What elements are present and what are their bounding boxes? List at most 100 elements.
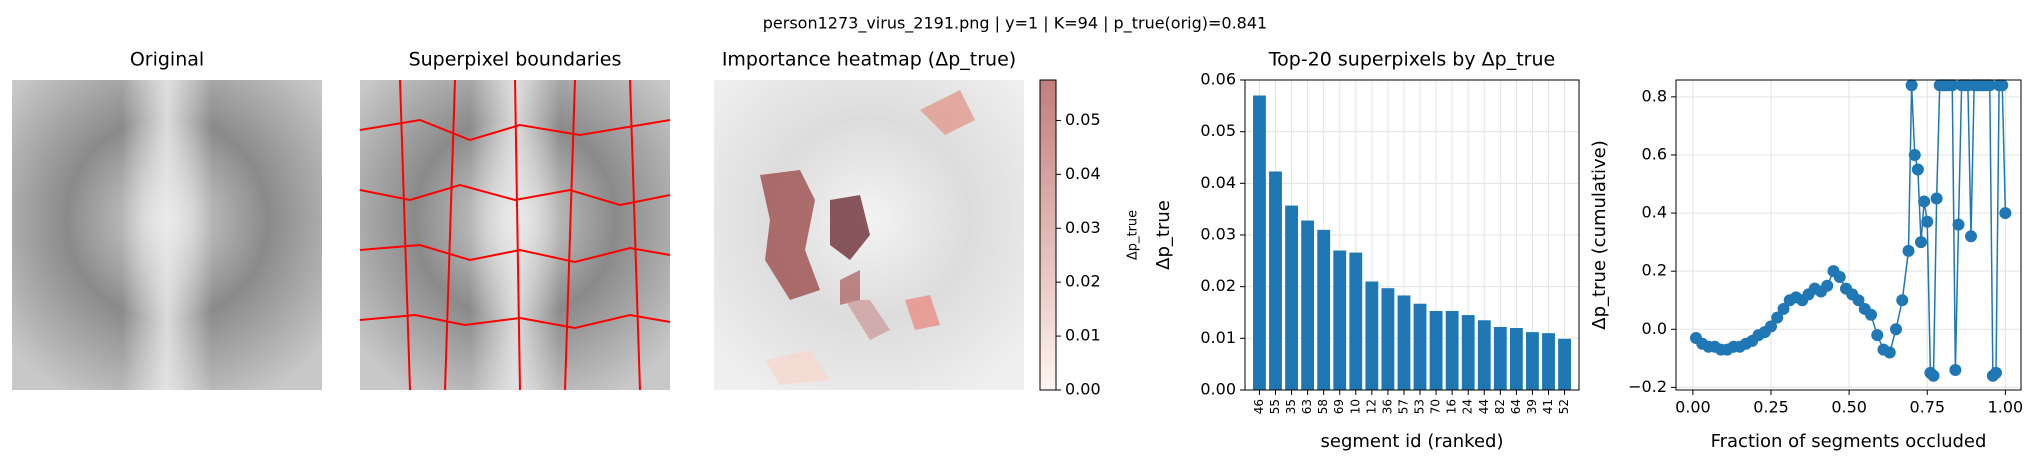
bar <box>1526 332 1539 390</box>
panel-title: Superpixel boundaries <box>409 49 622 71</box>
colorbar-tick-label: 0.04 <box>1065 164 1101 183</box>
y-tick-label: 0.05 <box>1200 121 1236 140</box>
superpixel-boundaries <box>359 79 671 391</box>
bar <box>1285 205 1298 390</box>
point <box>1983 79 1996 92</box>
x-axis-label: segment id (ranked) <box>1321 431 1504 452</box>
y-tick-label: −0.2 <box>1628 377 1667 396</box>
x-tick-label: 53 <box>1413 399 1427 414</box>
point <box>1765 320 1777 333</box>
point <box>1896 294 1909 307</box>
y-tick-label: 0.4 <box>1642 203 1667 222</box>
original-image <box>12 80 322 390</box>
colorbar-tick-label: 0.05 <box>1065 110 1101 129</box>
y-tick-label: 0.8 <box>1642 86 1667 105</box>
point <box>1883 346 1896 359</box>
axes-frame <box>1675 79 2022 391</box>
y-tick-label: 0.02 <box>1200 276 1236 295</box>
y-axis-label: Δp_true <box>1153 200 1174 270</box>
bar <box>1461 315 1475 390</box>
colorbar-label: Δp_true <box>1126 210 1141 260</box>
point <box>1902 244 1915 257</box>
x-tick-label: 70 <box>1429 399 1443 414</box>
x-tick-label: 0.00 <box>1675 398 1711 417</box>
x-tick-label: 0.75 <box>1909 398 1945 417</box>
point <box>1952 218 1965 231</box>
x-tick-label: 46 <box>1252 399 1266 414</box>
colorbar-tick-label: 0.03 <box>1065 218 1101 237</box>
x-tick-label: 10 <box>1348 399 1362 414</box>
line-chart: −0.2 0.0 0.2 0.4 0.6 0.8 0.00 0.25 0.50 0.75 1.00F… <box>1589 79 2023 452</box>
bar-chart: Top-20 superpixels by Δp_true 0.00 0.01 0.0… <box>1153 49 1580 452</box>
point <box>1930 192 1943 205</box>
x-tick-label: 35 <box>1284 399 1298 414</box>
point <box>1771 311 1784 324</box>
y-tick-label: 0.06 <box>1200 70 1236 89</box>
y-axis-label: Δp_true (cumulative) <box>1589 140 1610 330</box>
x-tick-label: 39 <box>1525 399 1539 414</box>
bar <box>1365 281 1379 390</box>
point <box>1915 236 1927 249</box>
bar <box>1509 328 1523 390</box>
bar <box>1301 220 1315 390</box>
point <box>1833 270 1846 283</box>
point <box>1949 363 1962 376</box>
bar <box>1445 310 1459 390</box>
point <box>1921 215 1934 228</box>
y-tick-label: 0.00 <box>1200 380 1236 399</box>
x-tick-label: 44 <box>1477 399 1491 414</box>
x-tick-label: 57 <box>1396 399 1410 414</box>
point <box>1905 79 1918 92</box>
colorbar: 0.00 0.01 0.02 0.03 0.04 0.05 Δp_true <box>1039 79 1141 399</box>
point <box>1865 308 1877 321</box>
point <box>1965 230 1977 243</box>
bar <box>1349 252 1363 390</box>
bar <box>1269 171 1282 390</box>
x-tick-label: 36 <box>1380 399 1394 414</box>
x-tick-label: 69 <box>1332 399 1346 414</box>
bar <box>1413 303 1427 390</box>
point <box>1908 148 1921 161</box>
superpixel-image <box>359 79 671 391</box>
x-tick-label: 0.50 <box>1831 398 1867 417</box>
x-tick-label: 0.25 <box>1753 398 1789 417</box>
colorbar-tick-label: 0.02 <box>1065 272 1101 291</box>
point <box>1946 79 1959 92</box>
bar <box>1477 320 1491 390</box>
bar <box>1253 95 1266 390</box>
y-tick-label: 0.0 <box>1642 319 1667 338</box>
point <box>1990 366 2002 379</box>
colorbar-tick-label: 0.00 <box>1065 380 1101 399</box>
bar <box>1333 250 1347 390</box>
axes-frame <box>1244 79 1580 391</box>
x-tick-label: 55 <box>1268 399 1282 414</box>
x-tick-label: 41 <box>1541 399 1555 414</box>
point <box>1821 279 1834 292</box>
x-tick-label: 82 <box>1493 399 1507 414</box>
x-tick-label: 24 <box>1461 399 1475 414</box>
bar <box>1429 310 1443 390</box>
y-tick-label: 0.01 <box>1200 328 1236 347</box>
x-tick-label: 12 <box>1364 399 1378 414</box>
colorbar-tick-label: 0.01 <box>1065 326 1101 345</box>
point <box>1999 207 2012 220</box>
bar <box>1317 229 1331 390</box>
suptitle: person1273_virus_2191.png | y=1 | K=94 |… <box>763 14 1267 34</box>
bar <box>1558 338 1571 390</box>
bar <box>1493 326 1507 390</box>
x-tick-label: 63 <box>1300 399 1314 414</box>
panel-title: Original <box>130 49 204 71</box>
point <box>1918 195 1931 208</box>
y-tick-label: 0.04 <box>1200 173 1236 192</box>
y-tick-label: 0.03 <box>1200 225 1236 244</box>
chart-title: Top-20 superpixels by Δp_true <box>1268 49 1555 71</box>
point <box>1890 323 1902 336</box>
bar <box>1381 288 1395 390</box>
point <box>1927 369 1940 382</box>
x-tick-label: 52 <box>1557 399 1571 414</box>
point <box>1996 79 2009 92</box>
bar <box>1397 295 1411 390</box>
colorbar-fill <box>1039 79 1057 391</box>
point <box>1852 294 1865 307</box>
